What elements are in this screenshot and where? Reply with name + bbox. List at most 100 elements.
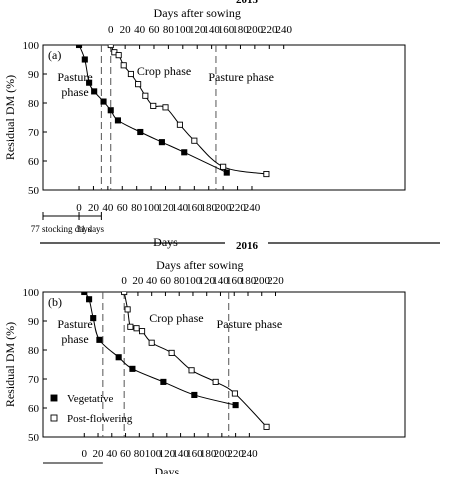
year-label: 2015 (236, 0, 259, 6)
data-point-vegetative (115, 354, 122, 361)
y-tick-label: 50 (28, 432, 40, 444)
top-x-tick-label: 40 (146, 275, 158, 287)
data-point-vegetative (86, 296, 93, 303)
data-point-vegetative (181, 149, 188, 156)
y-tick-label: 60 (28, 156, 40, 168)
top-axis-label: Days after sowing (156, 258, 243, 272)
data-point-post-flowering (139, 328, 146, 335)
bottom-x-tick-label: 60 (117, 202, 129, 214)
data-point-vegetative (91, 88, 98, 95)
data-point-post-flowering (188, 367, 195, 374)
y-tick-label: 80 (28, 98, 40, 110)
y-tick-label: 100 (23, 287, 40, 299)
legend-marker-post-flowering (50, 414, 58, 422)
bottom-x-tick-label: 80 (134, 448, 146, 460)
bottom-x-tick-label: 20 (93, 448, 105, 460)
y-tick-label: 80 (28, 345, 40, 357)
data-point-post-flowering (162, 104, 169, 111)
phase-label-pasture-2: Pasture phase (217, 317, 283, 331)
legend-label-vegetative: Vegetative (67, 393, 114, 405)
stocking-days-label: 31 days (76, 224, 104, 234)
bottom-x-tick-label: 0 (76, 202, 82, 214)
bottom-x-tick-label: 100 (143, 202, 160, 214)
bottom-x-tick-label: 120 (159, 448, 176, 460)
panel-label: (a) (48, 48, 61, 62)
data-point-vegetative (191, 391, 198, 399)
bottom-x-tick-label: 160 (186, 202, 203, 214)
bottom-x-tick-label: 160 (186, 448, 203, 460)
bottom-x-tick-label: 140 (172, 448, 189, 460)
top-x-tick-label: 220 (261, 24, 278, 36)
data-point-vegetative (100, 98, 107, 105)
data-point-post-flowering (176, 121, 183, 128)
top-x-tick-label: 120 (198, 275, 215, 287)
bottom-x-tick-label: 200 (214, 448, 231, 460)
phase-label-pasture-1: Pasture phase (57, 70, 92, 99)
data-point-post-flowering (148, 339, 155, 346)
plot-frame (42, 291, 406, 438)
top-x-tick-label: 80 (174, 275, 186, 287)
y-tick-label: 100 (23, 40, 40, 52)
top-x-tick-label: 100 (185, 275, 202, 287)
top-x-tick-label: 180 (240, 275, 257, 287)
data-point-vegetative (160, 378, 167, 385)
data-point-vegetative (81, 56, 88, 63)
data-point-post-flowering (127, 323, 134, 330)
y-tick-label: 90 (28, 69, 40, 81)
top-x-tick-label: 180 (232, 24, 249, 36)
phase-label-crop: Crop phase (137, 64, 191, 78)
data-point-vegetative (232, 402, 239, 409)
stocking-days-label: 77 stocking days (31, 224, 92, 234)
plot-frame (42, 44, 406, 191)
phase-label-pasture-2: Pasture phase (208, 70, 274, 84)
panel-a: 2015 50 60 70 80 90 100 Residual DM (%) Days aft… (3, 0, 406, 249)
series-curve-vegetative (83, 292, 236, 406)
panel-label: (b) (48, 295, 62, 309)
year-label: 2016 (236, 240, 259, 252)
data-point-vegetative (86, 79, 93, 86)
data-point-vegetative (81, 292, 88, 296)
data-point-post-flowering (168, 349, 175, 356)
top-x-tick-label: 220 (267, 275, 284, 287)
data-point-post-flowering (135, 81, 142, 88)
data-point-vegetative (107, 107, 114, 114)
phase-label-pasture-1: Pasture phase (57, 317, 92, 346)
top-x-tick-label: 160 (226, 275, 243, 287)
top-x-tick-label: 100 (175, 24, 192, 36)
data-point-vegetative (137, 128, 144, 136)
y-axis-label: Residual DM (%) (3, 322, 17, 407)
bottom-x-tick-label: 60 (120, 448, 132, 460)
bottom-x-tick-label: 0 (82, 448, 88, 460)
data-point-post-flowering (150, 102, 157, 109)
top-x-tick-label: 120 (189, 24, 206, 36)
data-point-vegetative (158, 139, 165, 146)
legend-marker-vegetative (50, 394, 58, 402)
legend-label-post-flowering: Post-flowering (67, 413, 133, 425)
panel-b: 2016 50 60 70 80 90 100 Residual DM (%) Days aft… (3, 240, 440, 479)
top-x-tick-label: 20 (132, 275, 144, 287)
data-point-post-flowering (212, 378, 219, 385)
y-tick-label: 70 (28, 374, 40, 386)
series-layer (75, 45, 270, 178)
bottom-x-tick-label: 20 (88, 202, 100, 214)
bottom-x-tick-label: 120 (157, 202, 174, 214)
data-point-post-flowering (133, 325, 140, 332)
data-point-vegetative (129, 365, 136, 372)
top-x-tick-label: 140 (203, 24, 220, 36)
data-point-vegetative (90, 315, 97, 322)
data-point-post-flowering (127, 70, 134, 78)
top-x-tick-label: 0 (108, 24, 114, 36)
top-x-tick-label: 160 (218, 24, 235, 36)
top-x-tick-label: 60 (160, 275, 172, 287)
data-point-post-flowering (263, 423, 270, 430)
data-point-vegetative (114, 117, 121, 124)
bottom-x-tick-label: 240 (241, 448, 258, 460)
bottom-x-tick-label: 220 (227, 448, 244, 460)
bottom-x-tick-label: 180 (200, 448, 217, 460)
top-x-tick-label: 240 (275, 24, 292, 36)
top-x-tick-label: 80 (163, 24, 175, 36)
bottom-x-tick-label: 40 (106, 448, 118, 460)
y-axis-label: Residual DM (%) (3, 75, 17, 160)
data-point-post-flowering (191, 137, 198, 144)
